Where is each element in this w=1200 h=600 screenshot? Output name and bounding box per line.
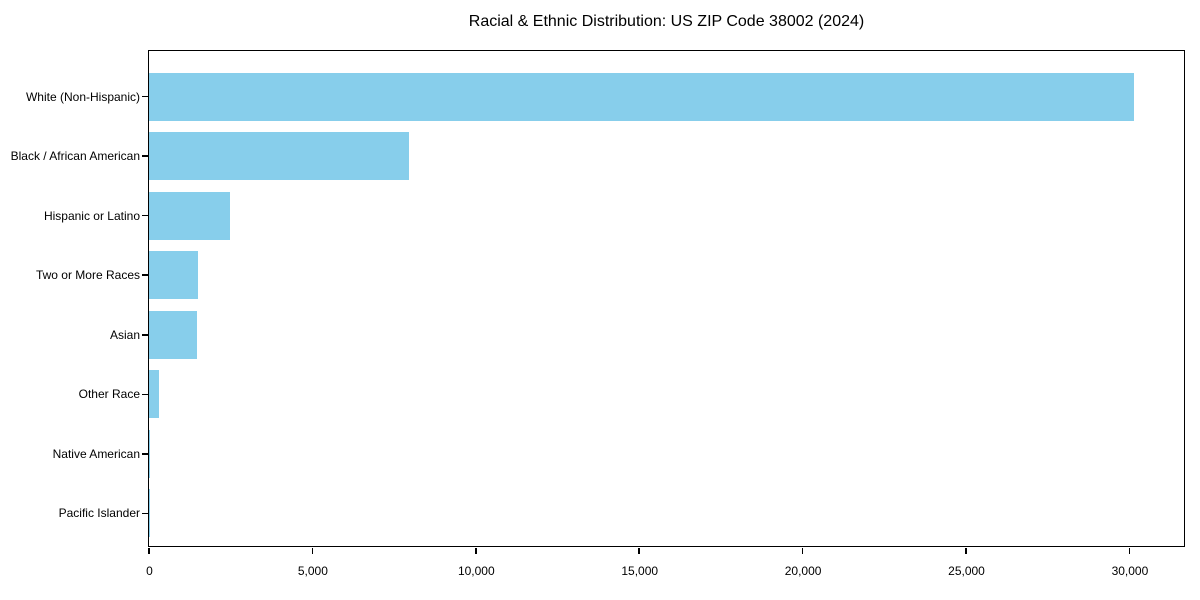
- y-tick-mark: [141, 214, 148, 217]
- x-tick-label: 5,000: [297, 564, 328, 578]
- y-tick-label: Asian: [109, 327, 140, 342]
- x-tick-mark: [475, 547, 477, 554]
- bar: [149, 251, 199, 300]
- chart-title: Racial & Ethnic Distribution: US ZIP Cod…: [468, 13, 865, 30]
- x-tick-label: 25,000: [948, 564, 985, 578]
- bar: [149, 370, 160, 419]
- y-tick-label: Other Race: [78, 387, 140, 402]
- plot-area: [141, 50, 1185, 554]
- x-tick-mark: [311, 547, 314, 554]
- bar: [149, 191, 231, 240]
- y-tick-label: White (Non-Hispanic): [25, 89, 140, 104]
- bar: [149, 429, 150, 478]
- bar: [149, 132, 409, 181]
- x-tick-mark: [148, 547, 150, 554]
- y-tick-mark: [141, 512, 148, 515]
- bar: [149, 72, 1135, 121]
- y-tick-label: Pacific Islander: [58, 506, 140, 521]
- y-tick-label: Hispanic or Latino: [43, 208, 140, 223]
- y-tick-mark: [141, 95, 148, 98]
- y-tick-mark: [141, 393, 148, 396]
- x-tick-mark: [801, 547, 804, 554]
- y-tick-mark: [141, 334, 148, 336]
- y-tick-label: Two or More Races: [35, 268, 140, 283]
- bar: [149, 310, 197, 359]
- y-tick-mark: [141, 274, 148, 276]
- x-tick-label: 10,000: [457, 564, 495, 578]
- y-tick-label: Black / African American: [10, 149, 140, 164]
- x-tick-label: 15,000: [621, 564, 659, 578]
- x-tick-mark: [1128, 547, 1131, 554]
- y-tick-label: Native American: [52, 446, 140, 461]
- y-tick-mark: [141, 453, 148, 455]
- x-tick-label: 20,000: [784, 564, 822, 578]
- x-tick-mark: [638, 547, 640, 554]
- x-tick-label: 0: [146, 564, 153, 578]
- x-tick-label: 30,000: [1111, 564, 1149, 578]
- x-tick-mark: [965, 547, 967, 554]
- y-tick-mark: [141, 155, 148, 157]
